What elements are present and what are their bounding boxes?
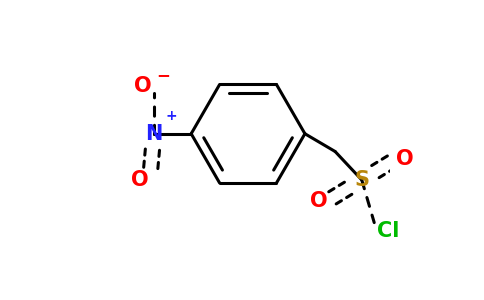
- Text: O: O: [131, 170, 149, 190]
- Text: O: O: [310, 191, 328, 211]
- Text: +: +: [166, 109, 178, 123]
- Text: Cl: Cl: [377, 221, 400, 242]
- Text: O: O: [395, 148, 413, 169]
- Text: O: O: [135, 76, 152, 96]
- Text: −: −: [156, 66, 170, 84]
- Text: S: S: [354, 170, 369, 190]
- Text: N: N: [145, 124, 163, 144]
